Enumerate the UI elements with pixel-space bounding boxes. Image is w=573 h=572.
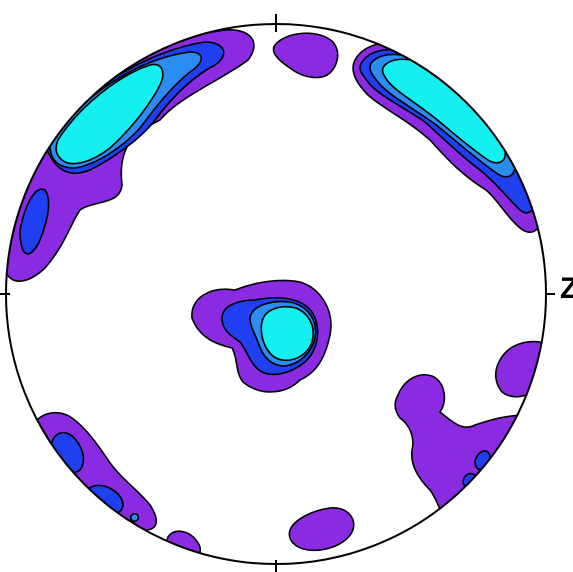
contour-center (191, 279, 332, 393)
contour-top-center (272, 32, 339, 79)
contour-lower-left (27, 411, 202, 558)
contour-level-2 (19, 188, 50, 255)
contour-level-4 (260, 306, 314, 362)
contour-upper-right (352, 41, 546, 233)
contour-right-small (494, 340, 546, 398)
contour-level-3 (129, 512, 139, 523)
contour-level-1 (27, 411, 158, 531)
contour-upper-left (6, 29, 255, 282)
contour-level-4 (55, 63, 164, 165)
contour-bottom-center (288, 507, 355, 552)
contour-level-1 (394, 374, 546, 527)
contour-lower-right (394, 374, 546, 527)
axis-label-z: Z (560, 272, 573, 305)
stereonet-circle (5, 23, 547, 565)
